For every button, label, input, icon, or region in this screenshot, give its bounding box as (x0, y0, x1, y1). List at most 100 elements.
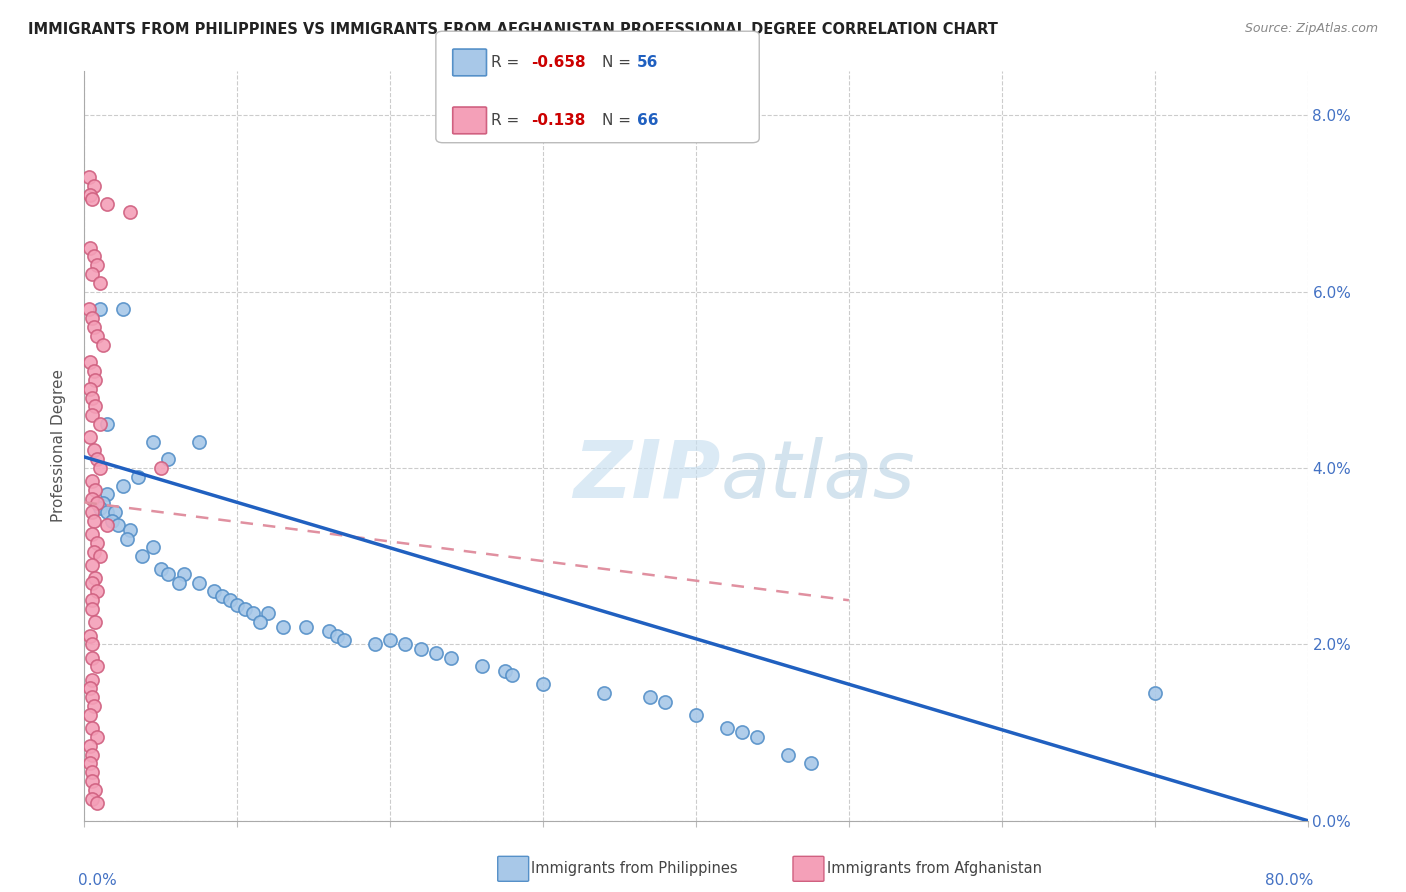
Point (79, 382, 101, 396)
Point (127, 470, 149, 484)
Point (115, 532, 138, 546)
Point (86, 796, 108, 810)
Point (96, 417, 118, 431)
Point (120, 205, 142, 219)
Point (226, 598, 249, 612)
Point (83, 250, 105, 264)
Point (89, 417, 111, 431)
Point (364, 637, 387, 651)
Point (83, 178, 105, 193)
Point (440, 650, 463, 665)
Point (157, 452, 180, 467)
Text: -0.658: -0.658 (531, 55, 586, 70)
Point (211, 589, 233, 603)
Point (167, 575, 190, 590)
Point (80, 267, 103, 281)
Point (83, 443, 105, 458)
Text: N =: N = (602, 55, 636, 70)
Point (80, 791, 103, 805)
Text: 80.0%: 80.0% (1265, 873, 1313, 888)
Point (111, 302, 134, 317)
Point (80, 637, 103, 651)
Point (249, 615, 271, 630)
Point (83, 514, 105, 528)
Point (79, 681, 101, 696)
Point (84, 782, 107, 797)
Text: Immigrants from Philippines: Immigrants from Philippines (531, 862, 738, 876)
Point (295, 620, 318, 634)
Point (149, 461, 172, 475)
Point (120, 523, 142, 537)
Point (80, 311, 103, 326)
Point (80, 765, 103, 780)
Point (79, 707, 101, 722)
Point (83, 699, 105, 714)
Point (79, 241, 101, 255)
Point (83, 545, 105, 559)
Point (494, 664, 516, 678)
Text: ZIP: ZIP (574, 437, 720, 515)
Point (776, 747, 799, 762)
Point (685, 707, 707, 722)
Text: 66: 66 (637, 113, 658, 128)
Point (218, 593, 240, 607)
Text: 0.0%: 0.0% (79, 873, 117, 888)
Point (654, 695, 676, 709)
Y-axis label: Professional Degree: Professional Degree (51, 369, 66, 523)
Point (89, 500, 111, 515)
Point (79, 756, 101, 771)
Point (1143, 686, 1166, 700)
Point (80, 491, 103, 506)
Point (202, 584, 225, 599)
Point (80, 505, 103, 519)
Point (531, 677, 554, 691)
Point (242, 607, 264, 621)
Point (80, 747, 103, 762)
Point (80, 391, 103, 405)
Point (84, 373, 107, 387)
Point (86, 328, 108, 343)
Point (394, 637, 416, 651)
Point (471, 659, 494, 673)
Point (89, 302, 111, 317)
Point (84, 400, 107, 414)
Point (157, 566, 180, 581)
Point (86, 452, 108, 467)
Text: R =: R = (491, 55, 524, 70)
Point (80, 650, 103, 665)
Point (731, 725, 754, 739)
Text: -0.138: -0.138 (531, 113, 586, 128)
Point (79, 355, 101, 369)
Point (318, 624, 340, 639)
Point (80, 575, 103, 590)
Point (96, 505, 118, 519)
Point (104, 505, 127, 519)
Point (142, 541, 165, 555)
Point (83, 364, 105, 378)
Point (80, 602, 103, 616)
Point (593, 686, 616, 700)
Point (80, 192, 103, 206)
Point (86, 659, 108, 673)
Point (149, 562, 172, 576)
Point (80, 593, 103, 607)
Point (84, 483, 107, 497)
Point (173, 566, 195, 581)
Point (233, 602, 256, 616)
Point (333, 632, 356, 647)
Point (80, 673, 103, 687)
Point (89, 276, 111, 290)
Point (96, 196, 118, 211)
Text: Source: ZipAtlas.com: Source: ZipAtlas.com (1244, 22, 1378, 36)
Point (638, 690, 661, 705)
Point (86, 536, 108, 550)
Text: IMMIGRANTS FROM PHILIPPINES VS IMMIGRANTS FROM AFGHANISTAN PROFESSIONAL DEGREE C: IMMIGRANTS FROM PHILIPPINES VS IMMIGRANT… (28, 22, 998, 37)
Point (80, 721, 103, 735)
Point (80, 690, 103, 705)
Point (257, 607, 280, 621)
Point (83, 320, 105, 334)
Point (79, 187, 101, 202)
Point (747, 730, 769, 744)
Point (96, 487, 118, 501)
Point (325, 628, 347, 642)
